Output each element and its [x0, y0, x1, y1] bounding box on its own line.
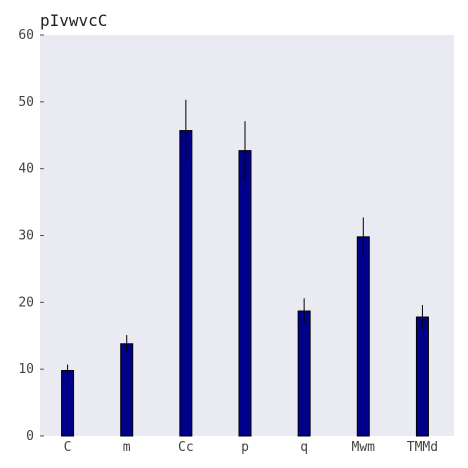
bar-C: [61, 370, 75, 437]
y-tick-label: 50: [18, 95, 34, 110]
y-axis: 0 10 20 30 40 50 60: [18, 28, 44, 444]
x-tick-label: C: [64, 440, 72, 455]
x-tick-label: m: [123, 440, 131, 455]
bar-m: [120, 343, 134, 437]
bar-Cc: [179, 130, 193, 437]
x-tick-label: Mwm: [352, 440, 376, 455]
y-tick-label: 20: [18, 295, 34, 310]
bar-Mwm: [356, 236, 370, 437]
y-tick-label: 10: [18, 362, 34, 377]
x-tick-label: p: [241, 440, 249, 455]
bar-p: [238, 150, 252, 437]
bar-q: [297, 310, 311, 437]
y-tick-label: 30: [18, 229, 34, 244]
chart-title: pIvwvcC: [40, 11, 107, 30]
y-tick-label: 40: [18, 162, 34, 177]
error-bars-group: [67, 99, 423, 377]
bar-TMMd: [415, 316, 429, 437]
y-tick-label: 60: [18, 28, 34, 43]
x-tick-label: Cc: [178, 440, 194, 455]
y-tick-label: 0: [26, 429, 34, 444]
x-tick-label: TMMd: [407, 440, 438, 455]
x-tick-label: q: [300, 440, 308, 455]
